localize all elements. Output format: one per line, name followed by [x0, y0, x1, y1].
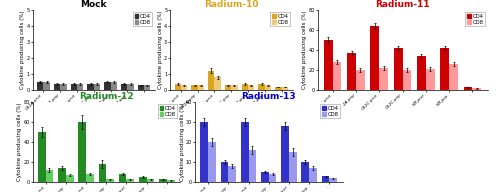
- Legend: CD4, CD8: CD4, CD8: [158, 104, 178, 118]
- Title: Radium-11: Radium-11: [375, 0, 430, 9]
- Bar: [106, 179, 114, 182]
- Bar: [46, 170, 54, 182]
- Bar: [174, 84, 181, 90]
- Bar: [208, 71, 214, 90]
- Bar: [472, 88, 481, 90]
- Bar: [225, 85, 232, 90]
- Bar: [214, 77, 221, 90]
- Bar: [258, 84, 265, 90]
- Bar: [128, 84, 134, 90]
- Title: Mock: Mock: [80, 0, 107, 9]
- Bar: [110, 82, 117, 90]
- Bar: [121, 84, 128, 90]
- Bar: [302, 162, 309, 182]
- Legend: CD4, CD8: CD4, CD8: [320, 104, 340, 118]
- Bar: [241, 122, 248, 182]
- Bar: [242, 84, 248, 90]
- Bar: [86, 174, 94, 182]
- Bar: [139, 177, 146, 182]
- Bar: [58, 168, 66, 182]
- Bar: [228, 166, 236, 182]
- Bar: [330, 178, 337, 182]
- Bar: [198, 85, 204, 90]
- Bar: [208, 142, 216, 182]
- Bar: [394, 48, 402, 90]
- Legend: CD4, CD8: CD4, CD8: [466, 12, 485, 26]
- Bar: [66, 175, 74, 182]
- Y-axis label: Cytokine producing cells (%): Cytokine producing cells (%): [302, 11, 307, 89]
- Y-axis label: Cytokine producing cells (%): Cytokine producing cells (%): [180, 103, 184, 181]
- Bar: [54, 84, 60, 90]
- Title: Radium-10: Radium-10: [204, 0, 258, 9]
- Y-axis label: Cytokine producing cells (%): Cytokine producing cells (%): [20, 11, 25, 89]
- Bar: [94, 84, 100, 90]
- Bar: [402, 70, 411, 90]
- Bar: [322, 176, 330, 182]
- Bar: [70, 84, 77, 90]
- Bar: [275, 87, 281, 90]
- Bar: [440, 48, 449, 90]
- Bar: [37, 82, 44, 90]
- Bar: [192, 85, 198, 90]
- Legend: CD4, CD8: CD4, CD8: [270, 12, 290, 26]
- Bar: [104, 82, 110, 90]
- Bar: [220, 162, 228, 182]
- Bar: [464, 87, 472, 90]
- Bar: [200, 122, 208, 182]
- Bar: [347, 53, 356, 90]
- Bar: [78, 122, 86, 182]
- Bar: [370, 26, 379, 90]
- Bar: [144, 85, 150, 90]
- Bar: [167, 180, 174, 182]
- Title: Radium-13: Radium-13: [242, 92, 296, 101]
- Bar: [324, 40, 332, 90]
- Bar: [77, 84, 84, 90]
- Bar: [282, 126, 289, 182]
- Bar: [309, 168, 317, 182]
- Bar: [449, 64, 458, 90]
- Bar: [289, 152, 296, 182]
- Y-axis label: Cytokine producing cells (%): Cytokine producing cells (%): [17, 103, 22, 181]
- Bar: [138, 85, 144, 90]
- Bar: [356, 70, 365, 90]
- Bar: [146, 179, 154, 182]
- Bar: [231, 85, 237, 90]
- Bar: [181, 85, 188, 90]
- Bar: [265, 85, 271, 90]
- Bar: [269, 174, 276, 182]
- Y-axis label: Cytokine producing cells (%): Cytokine producing cells (%): [158, 11, 162, 89]
- Title: Radium-12: Radium-12: [79, 92, 134, 101]
- Bar: [38, 132, 46, 182]
- Bar: [282, 87, 288, 90]
- Bar: [98, 164, 106, 182]
- Bar: [126, 179, 134, 182]
- Legend: CD4, CD8: CD4, CD8: [133, 12, 152, 26]
- Bar: [44, 82, 50, 90]
- Bar: [426, 69, 434, 90]
- Bar: [159, 179, 167, 182]
- Bar: [248, 85, 254, 90]
- Bar: [88, 84, 94, 90]
- Bar: [119, 174, 126, 182]
- Bar: [60, 84, 66, 90]
- Bar: [248, 150, 256, 182]
- Bar: [379, 68, 388, 90]
- Bar: [332, 62, 342, 90]
- Bar: [417, 56, 426, 90]
- Bar: [261, 172, 269, 182]
